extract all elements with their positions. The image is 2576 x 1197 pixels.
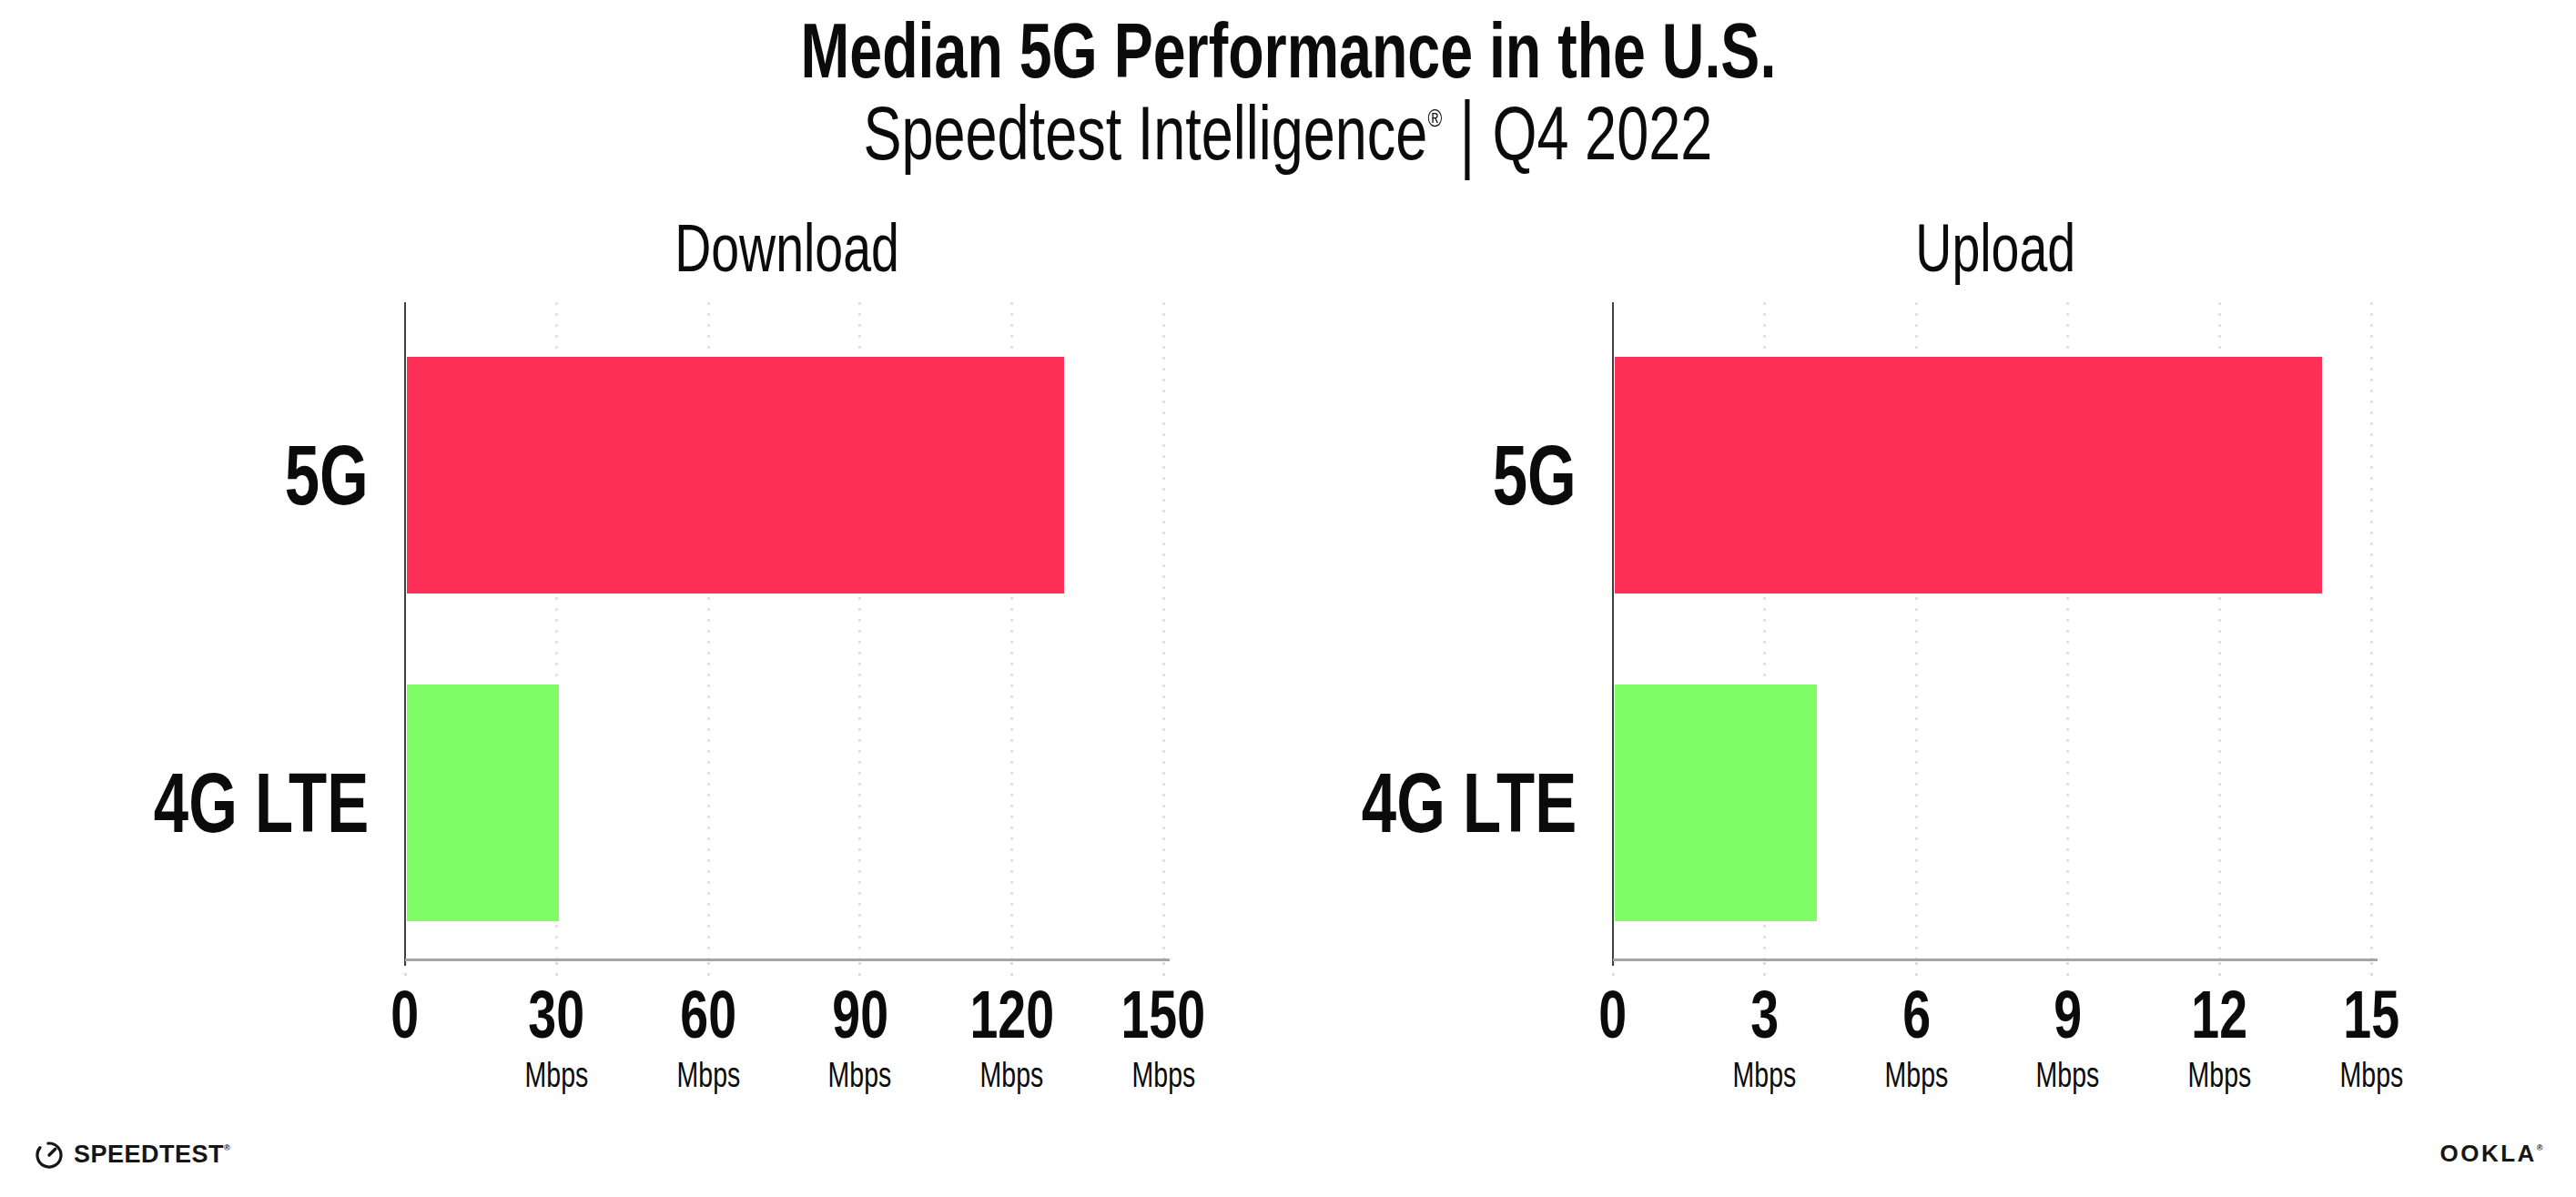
category-label-text: 4G LTE (154, 761, 369, 845)
page-title-text: Median 5G Performance in the U.S. (800, 11, 1776, 89)
x-tick-value-text: 12 (2192, 981, 2248, 1049)
x-tick-unit-text: Mbps (2036, 1058, 2100, 1092)
x-tick-value-text: 60 (680, 981, 736, 1049)
x-tick-value-text: 30 (529, 981, 585, 1049)
subtitle-product: Speedtest Intelligence (864, 90, 1428, 176)
registered-trademark-mark: ® (1428, 103, 1443, 132)
category-label-4g-lte: 4G LTE (68, 748, 369, 857)
x-tick-unit: Mbps (2271, 1058, 2471, 1092)
subtitle-separator: | (1460, 90, 1475, 176)
x-tick-value-text: 0 (1599, 981, 1628, 1049)
x-axis-line (405, 959, 1170, 961)
category-label-4g-lte: 4G LTE (1276, 748, 1577, 857)
ookla-wordmark: OOKLA® (2439, 1140, 2545, 1167)
category-label-5g: 5G (1276, 421, 1577, 530)
category-label-text: 4G LTE (1362, 761, 1577, 845)
ookla-wordmark-text: OOKLA (2439, 1140, 2536, 1167)
bar-4g-lte-download (407, 685, 559, 921)
category-label-5g: 5G (68, 421, 369, 530)
page-subtitle-text: Speedtest Intelligence®|Q4 2022 (864, 95, 1713, 171)
panel-title-text: Upload (1915, 215, 2075, 282)
bar-5g-download (407, 357, 1064, 593)
bar-4g-lte-upload (1615, 685, 1817, 921)
speedtest-wordmark-text: SPEEDTEST (74, 1141, 224, 1168)
page-subtitle: Speedtest Intelligence®|Q4 2022 (0, 95, 2576, 171)
panel-title-upload: Upload (1613, 215, 2378, 282)
x-tick-value-text: 0 (391, 981, 420, 1049)
x-tick-value-text: 90 (832, 981, 888, 1049)
x-tick-value-text: 120 (969, 981, 1054, 1049)
x-tick-value: 15 (2271, 981, 2471, 1049)
x-tick-value-text: 150 (1121, 981, 1206, 1049)
x-tick-15: 15 Mbps (2271, 981, 2471, 1092)
bar-5g-upload (1615, 357, 2322, 593)
x-tick-unit-text: Mbps (2339, 1058, 2403, 1092)
ookla-logo: OOKLA® (2439, 1141, 2545, 1165)
y-axis-line (1612, 302, 1614, 966)
speedtest-wordmark: SPEEDTEST® (74, 1142, 230, 1167)
panel-title-download: Download (405, 215, 1170, 282)
x-tick-150: 150 Mbps (1063, 981, 1263, 1092)
panel-title-text: Download (675, 215, 900, 282)
x-tick-value-text: 6 (1902, 981, 1931, 1049)
gridline-15 (2370, 302, 2373, 959)
x-tick-unit-text: Mbps (2188, 1058, 2252, 1092)
x-tick-value-text: 3 (1750, 981, 1779, 1049)
x-tick-unit-text: Mbps (980, 1058, 1044, 1092)
speedtest-registered-mark: ® (224, 1143, 230, 1152)
category-label-text: 5G (285, 433, 369, 517)
x-tick-unit-text: Mbps (1131, 1058, 1195, 1092)
ookla-registered-mark: ® (2537, 1143, 2545, 1152)
page-title: Median 5G Performance in the U.S. (0, 11, 2576, 89)
x-tick-value: 150 (1063, 981, 1263, 1049)
subtitle-period: Q4 2022 (1493, 90, 1713, 176)
x-tick-unit-text: Mbps (1733, 1058, 1797, 1092)
x-tick-value-text: 15 (2343, 981, 2399, 1049)
x-tick-unit-text: Mbps (828, 1058, 892, 1092)
category-label-text: 5G (1493, 433, 1577, 517)
x-tick-unit-text: Mbps (525, 1058, 589, 1092)
speedtest-logo: SPEEDTEST® (33, 1138, 230, 1171)
infographic-canvas: Median 5G Performance in the U.S. Speedt… (0, 0, 2576, 1197)
y-axis-line (404, 302, 406, 966)
gridline-150 (1162, 302, 1165, 959)
speedtest-gauge-icon (33, 1138, 66, 1171)
x-tick-value-text: 9 (2054, 981, 2082, 1049)
x-tick-unit-text: Mbps (676, 1058, 740, 1092)
x-tick-unit-text: Mbps (1884, 1058, 1948, 1092)
x-axis-line (1613, 959, 2378, 961)
x-tick-unit: Mbps (1063, 1058, 1263, 1092)
